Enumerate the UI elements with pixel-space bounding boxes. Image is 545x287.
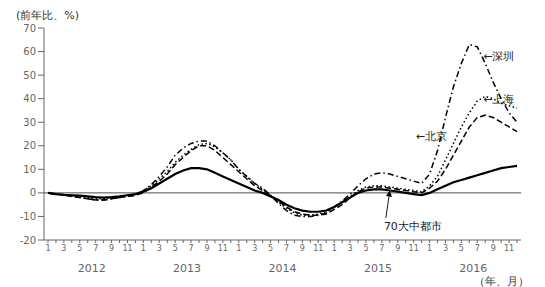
svg-text:50: 50 <box>23 70 36 81</box>
svg-text:11: 11 <box>504 244 514 253</box>
svg-text:9: 9 <box>300 244 305 253</box>
svg-text:←深圳: ←深圳 <box>483 50 514 63</box>
svg-text:11: 11 <box>218 244 228 253</box>
svg-text:1: 1 <box>141 244 146 253</box>
svg-text:5: 5 <box>268 244 273 253</box>
svg-text:←上海: ←上海 <box>483 93 514 106</box>
svg-text:1: 1 <box>236 244 241 253</box>
svg-text:5: 5 <box>459 244 464 253</box>
svg-text:40: 40 <box>23 93 36 104</box>
svg-text:-20: -20 <box>20 235 36 246</box>
svg-text:1: 1 <box>45 244 50 253</box>
html-text:（年、月）: （年、月） <box>474 275 529 287</box>
svg-text:2016: 2016 <box>459 262 487 274</box>
svg-text:5: 5 <box>173 244 178 253</box>
svg-text:2012: 2012 <box>78 262 106 274</box>
svg-text:7: 7 <box>93 244 98 253</box>
svg-text:9: 9 <box>491 244 496 253</box>
svg-text:9: 9 <box>204 244 209 253</box>
svg-text:5: 5 <box>77 244 82 253</box>
svg-text:70: 70 <box>23 24 36 34</box>
html-text:(前年比、%): (前年比、%) <box>16 9 79 22</box>
svg-text:-10: -10 <box>20 211 36 222</box>
svg-text:0: 0 <box>30 187 36 198</box>
svg-text:7: 7 <box>475 244 480 253</box>
svg-text:70大中都市: 70大中都市 <box>384 220 442 233</box>
svg-text:3: 3 <box>348 244 353 253</box>
svg-text:11: 11 <box>313 244 323 253</box>
svg-text:9: 9 <box>395 244 400 253</box>
svg-text:3: 3 <box>252 244 257 253</box>
svg-text:3: 3 <box>61 244 66 253</box>
svg-text:3: 3 <box>443 244 448 253</box>
svg-text:←北京: ←北京 <box>416 130 447 143</box>
svg-text:2015: 2015 <box>364 262 392 274</box>
svg-text:2014: 2014 <box>269 262 297 274</box>
svg-text:60: 60 <box>23 46 36 57</box>
svg-text:7: 7 <box>284 244 289 253</box>
svg-text:2013: 2013 <box>173 262 201 274</box>
svg-text:1: 1 <box>427 244 432 253</box>
svg-text:3: 3 <box>157 244 162 253</box>
svg-text:1: 1 <box>332 244 337 253</box>
svg-text:7: 7 <box>189 244 194 253</box>
svg-text:7: 7 <box>379 244 384 253</box>
svg-text:10: 10 <box>23 164 36 175</box>
svg-text:5: 5 <box>363 244 368 253</box>
svg-text:11: 11 <box>409 244 419 253</box>
svg-text:20: 20 <box>23 140 36 151</box>
svg-text:30: 30 <box>23 117 36 128</box>
svg-text:11: 11 <box>122 244 132 253</box>
svg-text:9: 9 <box>109 244 114 253</box>
